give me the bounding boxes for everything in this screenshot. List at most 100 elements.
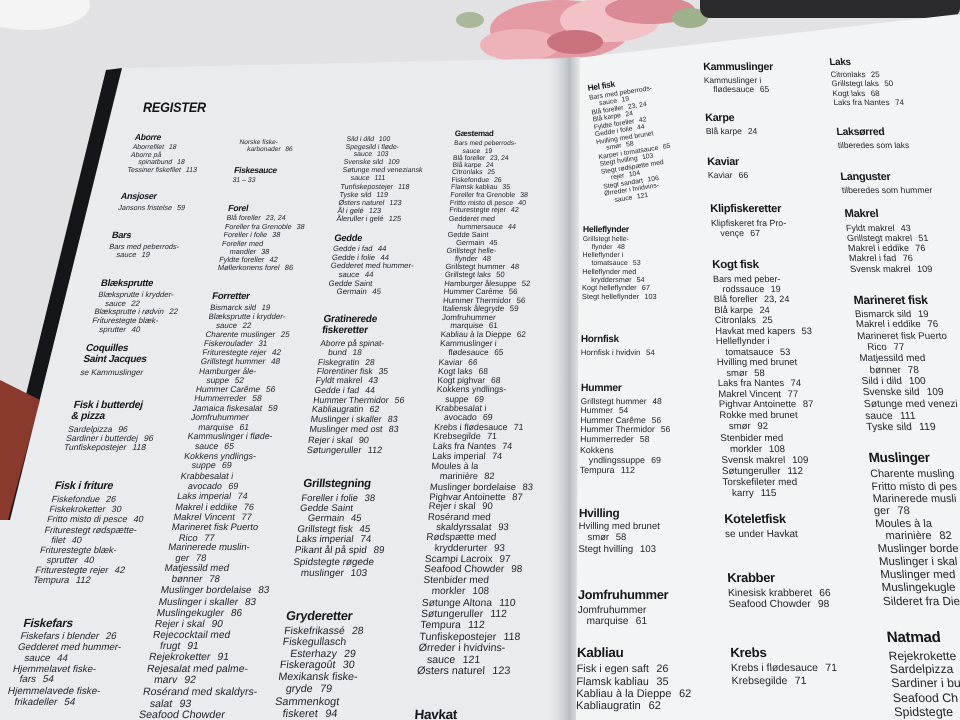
index-section-karpe: Karpe Blå karpe 24 <box>705 112 758 137</box>
entry-title: Rosérand med skaldyrssalat <box>427 511 492 533</box>
entry-page-number: 40 <box>82 555 96 566</box>
entry-page-number: 65 <box>759 84 770 95</box>
entry-page-number: 54 <box>62 697 77 709</box>
entry-title: Moules à la marinière <box>874 517 933 543</box>
index-entry: Blå foreller 23, 24 <box>714 294 811 304</box>
index-entry: Citronlaks 25 <box>715 315 812 325</box>
index-entry: Rejer i skal 90 <box>154 619 270 630</box>
entry-page-number: 61 <box>488 321 499 331</box>
index-entry: Seafood Chowder 98 <box>728 599 831 611</box>
index-entry: Sild i dild 100 <box>861 376 956 387</box>
entry-page-number: 56 <box>660 424 671 435</box>
entry-title: Grillstegt makrel <box>846 232 913 243</box>
entry-title: Fiskeragoût <box>279 659 337 672</box>
entry-page-number: 103 <box>376 151 389 159</box>
entry-page-number: 68 <box>870 88 881 98</box>
entry-page-number: 25 <box>280 329 291 339</box>
index-entry: Muslinger i skaller 83 <box>158 597 274 608</box>
entry-page-number: 24 <box>759 304 771 315</box>
index-entry: Blå karpe 24 <box>706 125 758 137</box>
entry-page-number: 86 <box>230 607 244 619</box>
entry-page-number: 112 <box>787 466 804 477</box>
entry-title: Laks fra Nantes <box>432 441 497 452</box>
entry-title: Svensk makrel <box>721 454 786 466</box>
section-heading: Kabliau <box>576 645 624 660</box>
entry-page-number: 112 <box>620 464 635 475</box>
entry-title: Hummerreder <box>579 434 634 445</box>
entry-page-number: 76 <box>243 501 256 512</box>
entry-page-number: 54 <box>618 405 628 416</box>
entry-page-number: 56 <box>651 414 661 425</box>
index-entry: Fyldt makrel 43 <box>845 223 928 233</box>
index-entry: Helleflynder med kryddersmør 54 <box>582 267 657 284</box>
index-entry: Hornfisk i hvidvin 54 <box>581 348 655 357</box>
entry-title: Rejer i skal <box>307 434 354 445</box>
entry-title: Krabbesalat i avocado <box>180 471 235 492</box>
section-heading: Fiskefars <box>21 616 75 630</box>
index-entry: Bars med peberrods- sauce 19 <box>107 242 181 260</box>
index-entry: Tyske sild 119 <box>865 422 960 434</box>
entry-title: Gedderet med hummersauce <box>448 214 504 231</box>
section-heading: Makrel <box>844 208 879 220</box>
index-entry: Jomfruhummer marquise 61 <box>577 605 668 628</box>
entry-page-number: 103 <box>349 568 368 580</box>
entry-title: Helleflynder i tomatsauce <box>715 336 774 357</box>
entry-page-number: 25 <box>487 169 496 177</box>
entry-page-number: 24 <box>747 125 758 136</box>
entry-page-number: 83 <box>522 481 534 492</box>
entry-page-number: 109 <box>792 454 809 466</box>
entry-title: tilberedes som laks <box>837 139 910 150</box>
entry-title: Bismarck sild <box>209 303 258 313</box>
index-entry: Matjessild med bønner 78 <box>162 563 280 586</box>
index-entry: Ørreder i hvidvins- sauce 121 <box>417 642 522 666</box>
entry-page-number: 86 <box>283 263 294 273</box>
entry-page-number: 74 <box>359 534 372 546</box>
entry-title: Krebsegilde <box>731 675 789 688</box>
entry-page-number: 109 <box>916 263 933 274</box>
entry-title: Jomfruhummer marquise <box>441 312 497 331</box>
entry-page-number: 51 <box>917 232 929 243</box>
index-entry: Aborre på spinatbund 18 <box>128 152 201 167</box>
entry-page-number: 28 <box>351 625 365 637</box>
entry-title: Silderet fra Die <box>882 594 960 608</box>
section-heading: Klipfiskeretter <box>709 203 782 215</box>
entry-title: Bismarck sild <box>854 308 912 320</box>
index-entry: se under Havkat <box>725 529 798 540</box>
entry-title: Havkat med kapers <box>715 325 796 336</box>
entry-page-number: 119 <box>918 422 936 434</box>
section-heading: Havkat <box>413 707 458 720</box>
entry-page-number: 111 <box>898 410 916 422</box>
entry-title: Gedde Saint Germain <box>327 278 373 297</box>
entry-page-number: 78 <box>906 364 919 376</box>
entry-title: Makrel i eddike <box>174 501 239 512</box>
entry-title: Sardelpizza <box>889 662 955 677</box>
entry-title: Krabbesalat i avocado <box>435 402 487 423</box>
entry-page-number: 74 <box>491 451 503 461</box>
entry-title: Makrel i fad <box>848 253 897 264</box>
index-entry: Fiskeroulader 31 <box>203 339 319 349</box>
entry-page-number: 78 <box>195 552 208 564</box>
entry-title: Foreller med mandler <box>221 238 264 256</box>
entry-page-number: 30 <box>341 659 356 672</box>
index-entry: Rødspætte med krydderurter 93 <box>425 532 529 554</box>
entry-title: sauce <box>864 410 893 422</box>
entry-title: Laks fra Nantes <box>832 97 890 107</box>
entry-page-number: 58 <box>639 434 650 445</box>
entry-title: 31 – 33 <box>232 176 257 184</box>
entry-page-number: 23, 24 <box>489 154 509 162</box>
entry-page-number: 69 <box>227 481 240 492</box>
index-entry: Kokkens yndlings- suppe 69 <box>182 451 300 472</box>
index-entry: Hummerreder 58 <box>579 434 670 445</box>
entry-page-number: 118 <box>503 630 521 643</box>
index-entry: Citronlaks 25 <box>452 169 556 176</box>
index-entry: Laks fra Nantes 74 <box>833 98 904 107</box>
entry-page-number: 61 <box>635 616 647 628</box>
entry-page-number: 121 <box>636 191 649 201</box>
section-heading: Kammuslinger <box>702 61 774 73</box>
entry-page-number: 54 <box>646 347 656 357</box>
index-entry: Rejesalat med palme- marv 92 <box>144 664 262 687</box>
entry-title: Søtunge med venezi <box>863 398 958 410</box>
index-entry: Kaviar 66 <box>708 170 749 181</box>
section-heading: Forel <box>227 203 249 213</box>
